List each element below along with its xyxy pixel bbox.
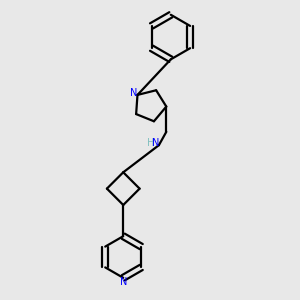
Text: N: N <box>120 277 127 287</box>
Text: N: N <box>130 88 138 98</box>
Text: H: H <box>147 138 154 148</box>
Text: N: N <box>152 138 160 148</box>
